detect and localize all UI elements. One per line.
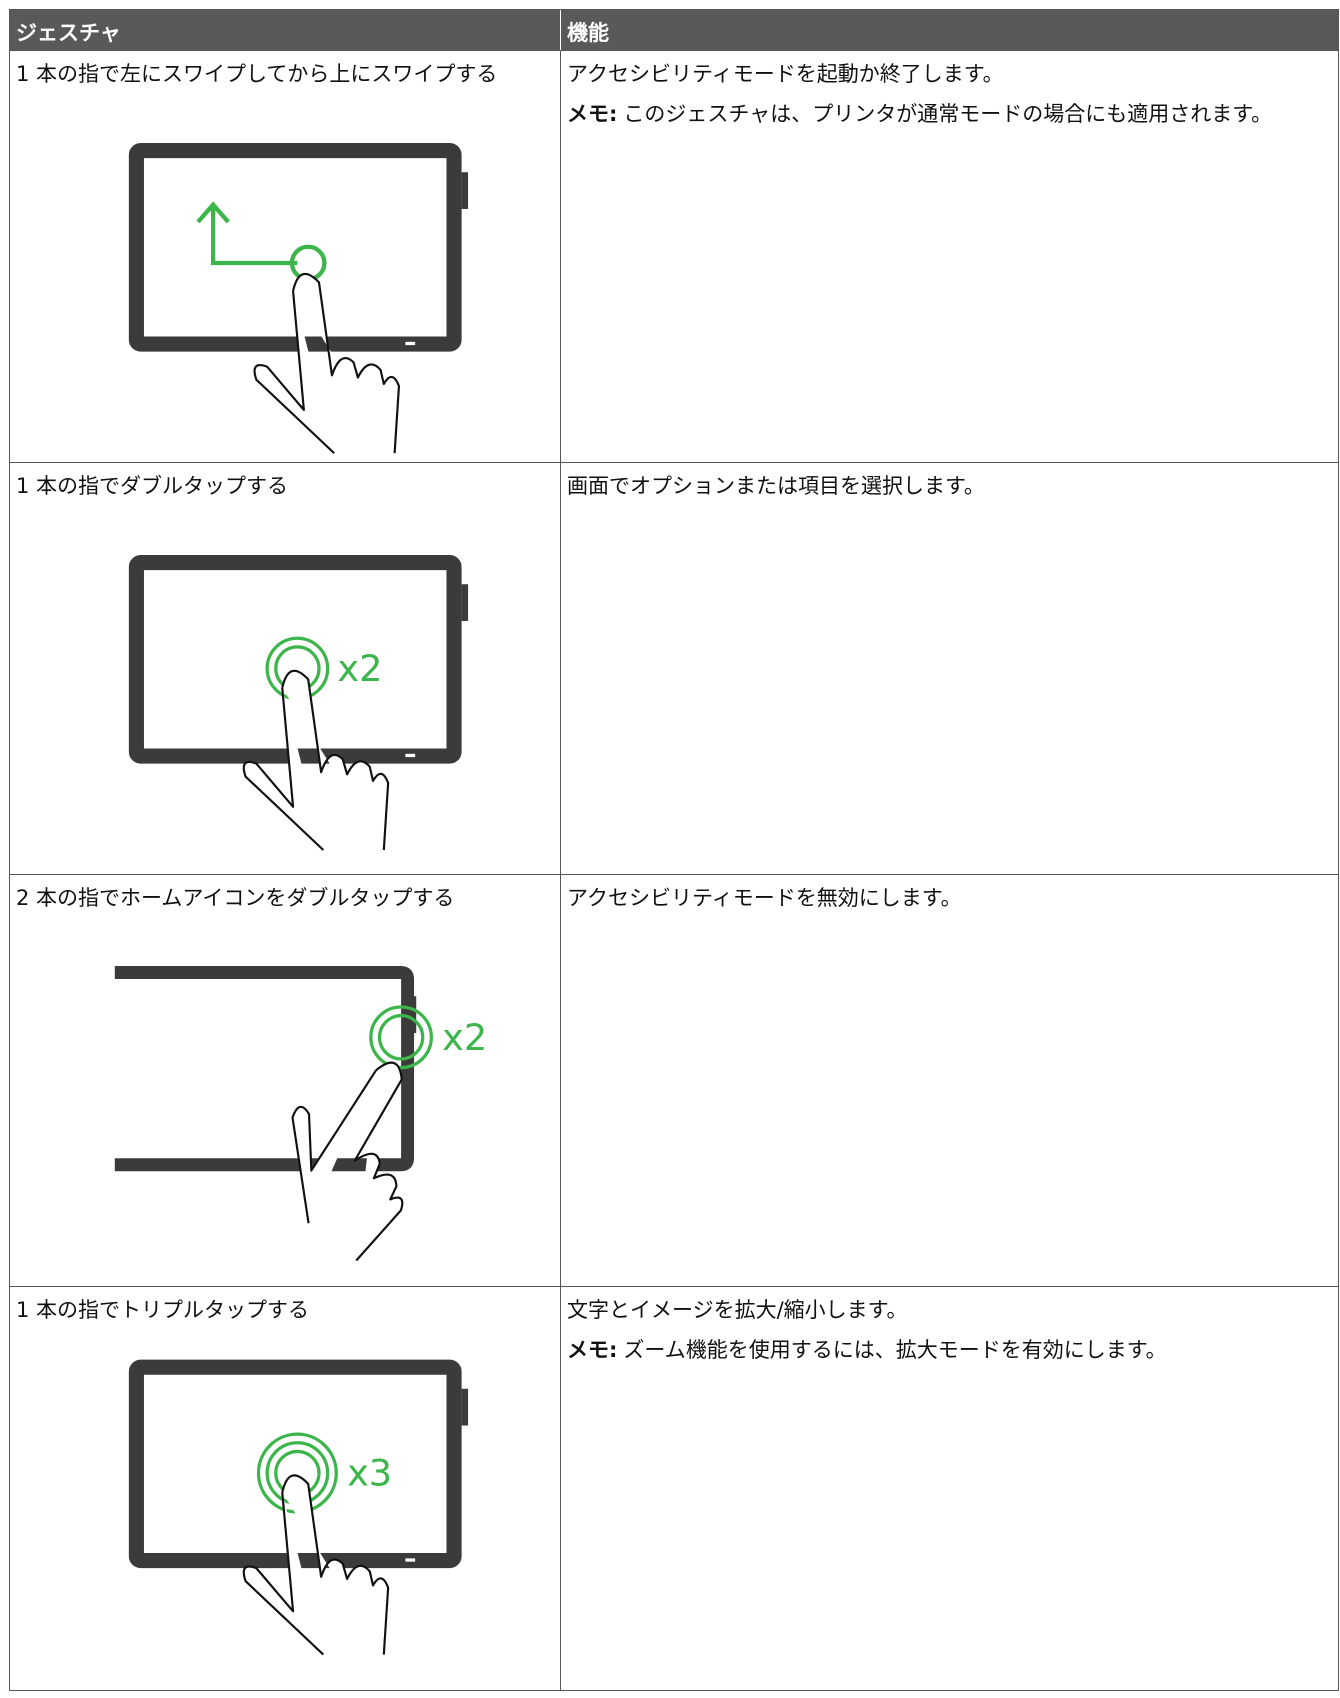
function-cell: アクセシビリティモードを無効にします。 — [561, 875, 1338, 1286]
gesture-cell: x2 1 本の指でダブルタップする — [10, 463, 561, 874]
function-text: アクセシビリティモードを起動か終了します。 — [567, 62, 1004, 86]
gesture-table: ジェスチャ 機能 1 本の指で左にスワイプしてから上にスワイプする アクセシビリ… — [9, 9, 1339, 1691]
gesture-text: 1 本の指でダブルタップする — [16, 474, 289, 498]
note-text: このジェスチャは、プリンタが通常モードの場合にも適用されます。 — [623, 102, 1273, 126]
function-cell: 画面でオプションまたは項目を選択します。 — [561, 463, 1338, 874]
gesture-cell: x3 1 本の指でトリプルタップする — [10, 1287, 561, 1690]
header-cell: ジェスチャ — [10, 10, 561, 50]
touch-circle — [369, 1005, 433, 1070]
tap-count: x2 — [337, 647, 382, 690]
tablet-edge — [114, 965, 415, 1172]
gesture-text: 1 本の指で左にスワイプしてから上にスワイプする — [16, 62, 498, 86]
note-label: メモ: — [567, 102, 618, 126]
table-row: x2 2 本の指でホームアイコンをダブルタップする アクセシビリティモードを無効… — [10, 874, 1338, 1286]
table-row: x2 1 本の指でダブルタップする 画面でオプションまたは項目を選択します。 — [10, 462, 1338, 874]
function-text: 文字とイメージを拡大/縮小します。 — [567, 1298, 908, 1322]
function-text: アクセシビリティモードを無効にします。 — [567, 886, 962, 910]
note-label: メモ: — [567, 1338, 618, 1362]
tap-count: x2 — [442, 1016, 487, 1059]
table-row: x3 1 本の指でトリプルタップする 文字とイメージを拡大/縮小します。 メモ:… — [10, 1286, 1338, 1690]
function-cell: アクセシビリティモードを起動か終了します。 メモ: このジェスチャは、プリンタが通… — [561, 51, 1338, 462]
tablet — [136, 563, 468, 757]
touch-circle — [377, 1014, 425, 1061]
table-header: ジェスチャ 機能 — [10, 10, 1338, 50]
header-cell: 機能 — [567, 21, 609, 45]
note: メモ: ズーム機能を使用するには、拡大モードを有効にします。 — [567, 1333, 1332, 1367]
gesture-text: 2 本の指でホームアイコンをダブルタップする — [16, 886, 455, 910]
illustration: x2 — [10, 463, 561, 852]
note: メモ: このジェスチャは、プリンタが通常モードの場合にも適用されます。 — [567, 97, 1332, 131]
gesture-cell: x2 2 本の指でホームアイコンをダブルタップする — [10, 875, 561, 1286]
illustration: x2 — [114, 965, 487, 1265]
function-text: 画面でオプションまたは項目を選択します。 — [567, 474, 985, 498]
tablet — [136, 1367, 468, 1561]
function-cell: 文字とイメージを拡大/縮小します。 メモ: ズーム機能を使用するには、拡大モードを… — [561, 1287, 1338, 1690]
side-button — [410, 996, 417, 1033]
tap-count: x3 — [347, 1452, 392, 1495]
illustration: x3 — [10, 1287, 561, 1656]
swipe-arrow — [196, 201, 298, 266]
table-row: 1 本の指で左にスワイプしてから上にスワイプする アクセシビリティモードを起動か… — [10, 50, 1338, 462]
gesture-cell: 1 本の指で左にスワイプしてから上にスワイプする — [10, 51, 561, 462]
illustration — [10, 51, 561, 455]
gesture-text: 1 本の指でトリプルタップする — [16, 1298, 310, 1322]
note-text: ズーム機能を使用するには、拡大モードを有効にします。 — [623, 1338, 1167, 1362]
